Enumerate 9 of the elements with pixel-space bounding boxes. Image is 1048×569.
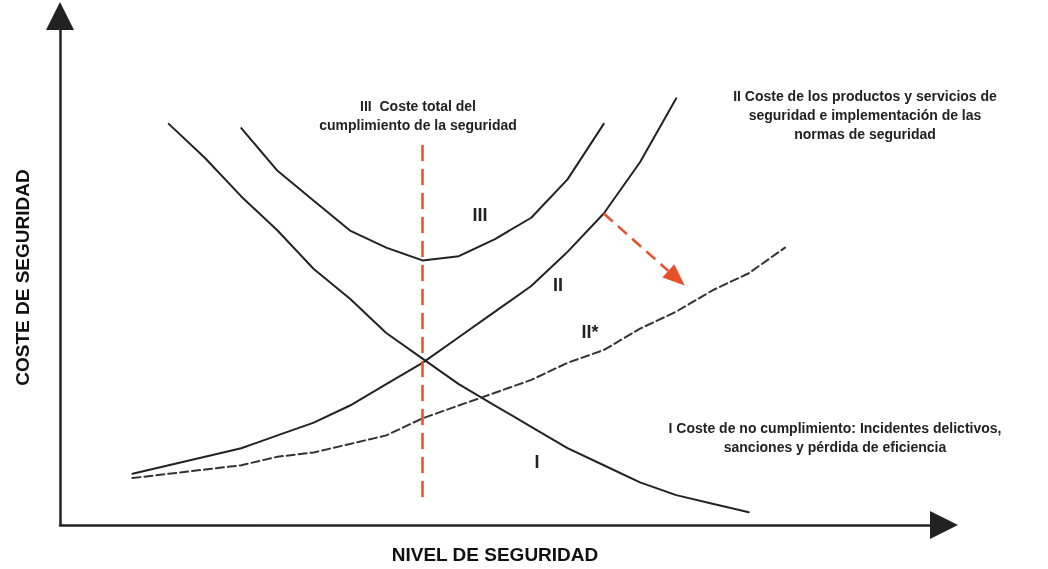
annotation: II Coste de los productos y servicios de seguridad e implementación de las normas de seguridad — [733, 88, 998, 142]
annotation: II — [552, 275, 564, 295]
annotation: I Coste de no cumplimiento: Incidentes delictivos, sanciones y pérdida de eficiencia — [668, 419, 1002, 455]
x-axis-title: NIVEL DE SEGURIDAD — [391, 544, 599, 565]
annotation: I — [534, 452, 540, 472]
annotation: III Coste total del cumplimiento de la seguridad — [319, 97, 517, 133]
y-axis-title: COSTE DE SEGURIDAD — [12, 169, 33, 386]
annotation: II* — [581, 322, 599, 342]
annotation: III — [472, 205, 488, 225]
